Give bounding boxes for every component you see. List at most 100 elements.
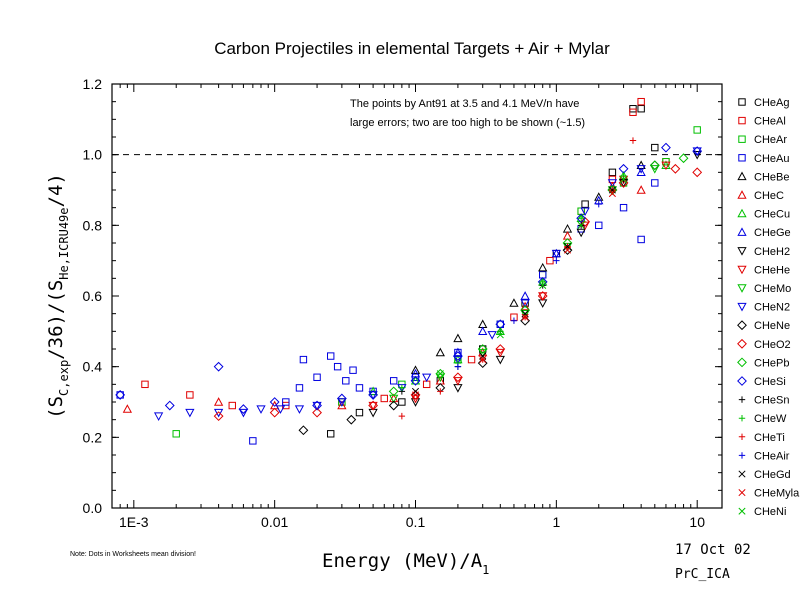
- point-cheag: [637, 105, 645, 113]
- legend-marker-cheair: [738, 452, 746, 459]
- point-chebe: [509, 298, 519, 307]
- point-chen2: [294, 405, 305, 414]
- x-axis: 1E-3 0.01 0.1 1 10: [111, 84, 705, 530]
- point-chege: [520, 291, 530, 300]
- point-cheal: [380, 394, 388, 403]
- legend-label-checu: CHeCu: [754, 209, 790, 221]
- point-checu: [368, 386, 378, 396]
- point-cheh2: [368, 408, 378, 418]
- point-cheair: [510, 317, 518, 324]
- y-axis: 0.0 0.2 0.4 0.6 0.8 1.0 1.2: [83, 76, 722, 516]
- point-chegd: [521, 310, 529, 318]
- legend-marker-checu: [737, 208, 747, 218]
- y-tick-label: 0.4: [83, 359, 103, 375]
- point-chesi: [410, 375, 421, 386]
- point-cheau: [313, 373, 321, 381]
- point-chen2: [487, 331, 497, 340]
- point-chehe: [661, 161, 671, 171]
- point-chemyla: [608, 189, 616, 198]
- point-cheag: [355, 408, 364, 417]
- legend-marker-cheal: [738, 116, 746, 125]
- data-points: [115, 97, 703, 445]
- y-axis-label: (SC,exp/36)/(SHe,ICRU49e/4): [45, 173, 71, 419]
- legend-marker-chesi: [737, 376, 747, 386]
- point-chen2: [312, 401, 322, 411]
- point-chew: [539, 278, 546, 286]
- point-chen2: [551, 249, 561, 259]
- plot-area: 0.0 0.2 0.4 0.6 0.8 1.0 1.2 1E-3 0.01 0.1 1 10: [83, 76, 723, 530]
- point-chesi: [269, 397, 280, 407]
- legend-marker-cheh2: [737, 247, 747, 256]
- legend-label-cheh2: CHeH2: [754, 246, 790, 258]
- y-tick-label: 0.0: [83, 500, 103, 516]
- legend: CHeAg CHeAl CHeAr CHeAu CHeBe CHeC CHeCu CHeGe C…: [737, 97, 800, 518]
- point-chen2: [368, 391, 378, 400]
- point-chemo: [650, 165, 660, 174]
- legend-label-chehe: CHeHe: [754, 264, 790, 276]
- x-tick-label: 0.01: [261, 514, 288, 530]
- point-cheo2: [670, 163, 681, 174]
- point-cheau: [651, 179, 659, 187]
- legend-label-chesi: CHeSi: [754, 376, 786, 388]
- point-chen2: [580, 207, 590, 217]
- point-cheag: [327, 430, 335, 438]
- x-tick-label: 1E-3: [119, 514, 149, 530]
- point-cheni: [496, 331, 504, 339]
- legend-marker-cheti: [738, 433, 746, 440]
- point-chesi: [213, 361, 224, 372]
- point-cheau: [116, 391, 124, 399]
- point-chew: [620, 172, 627, 180]
- point-chemyla: [563, 246, 572, 254]
- file-id: PrC_ICA: [675, 567, 730, 582]
- point-cheal: [467, 355, 476, 364]
- point-chepb: [649, 160, 660, 171]
- point-cheo2: [452, 372, 463, 383]
- legend-label-cheni: CHeNi: [754, 506, 786, 518]
- point-chemo: [520, 309, 530, 319]
- point-cheau: [333, 362, 342, 371]
- point-cheau: [355, 384, 364, 392]
- point-chen2: [520, 299, 530, 308]
- point-chec: [520, 301, 530, 311]
- point-chege: [636, 167, 646, 177]
- y-tick-label: 1.2: [83, 76, 103, 92]
- ylabel-close: /4): [45, 173, 67, 207]
- legend-marker-chear: [738, 135, 746, 143]
- legend-marker-cheo2: [737, 338, 747, 349]
- point-chear: [693, 126, 701, 134]
- point-chew: [497, 328, 504, 335]
- point-chen2: [185, 408, 195, 418]
- point-chen2: [607, 179, 618, 188]
- legend-label-cheair: CHeAir: [754, 450, 790, 462]
- point-cheag: [398, 398, 406, 406]
- point-cheal: [228, 401, 236, 410]
- y-tick-label: 0.2: [83, 429, 103, 445]
- legend-label-chec: CHeC: [754, 190, 784, 202]
- point-chegd: [411, 387, 420, 395]
- point-chesi: [661, 142, 671, 153]
- point-cheh2: [576, 228, 586, 238]
- point-cheal: [186, 391, 194, 399]
- date-stamp: 17 Oct 02: [675, 542, 751, 558]
- legend-label-chene: CHeNe: [754, 320, 790, 332]
- x-tick-label: 0.1: [406, 514, 426, 530]
- legend-marker-chemyla: [738, 489, 746, 497]
- point-chec: [562, 231, 573, 240]
- point-cheti: [629, 137, 637, 144]
- point-chen2: [275, 405, 286, 414]
- point-chebe: [538, 262, 548, 272]
- point-cheal: [546, 256, 554, 265]
- point-chepb: [435, 368, 446, 379]
- point-chesi: [336, 393, 347, 404]
- point-chec: [636, 185, 646, 194]
- point-cheal: [637, 97, 645, 106]
- point-cheti: [398, 412, 406, 420]
- point-cheau: [295, 384, 304, 392]
- point-chemyla: [521, 313, 529, 321]
- point-chear: [172, 430, 180, 438]
- point-chen2: [422, 373, 432, 383]
- point-cheal: [629, 108, 637, 116]
- point-cheni: [577, 221, 585, 229]
- point-chene: [388, 400, 399, 411]
